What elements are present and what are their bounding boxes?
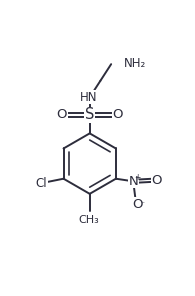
- Text: O: O: [57, 108, 67, 121]
- Text: HN: HN: [80, 91, 98, 104]
- Text: S: S: [85, 107, 94, 122]
- Text: N: N: [128, 175, 138, 188]
- Text: O: O: [151, 174, 162, 187]
- Text: ⁻: ⁻: [141, 199, 145, 208]
- Text: O: O: [133, 198, 143, 211]
- Text: +: +: [134, 173, 141, 182]
- Text: CH₃: CH₃: [78, 215, 99, 225]
- Text: NH₂: NH₂: [124, 57, 146, 70]
- Text: O: O: [112, 108, 123, 121]
- Text: Cl: Cl: [36, 177, 47, 190]
